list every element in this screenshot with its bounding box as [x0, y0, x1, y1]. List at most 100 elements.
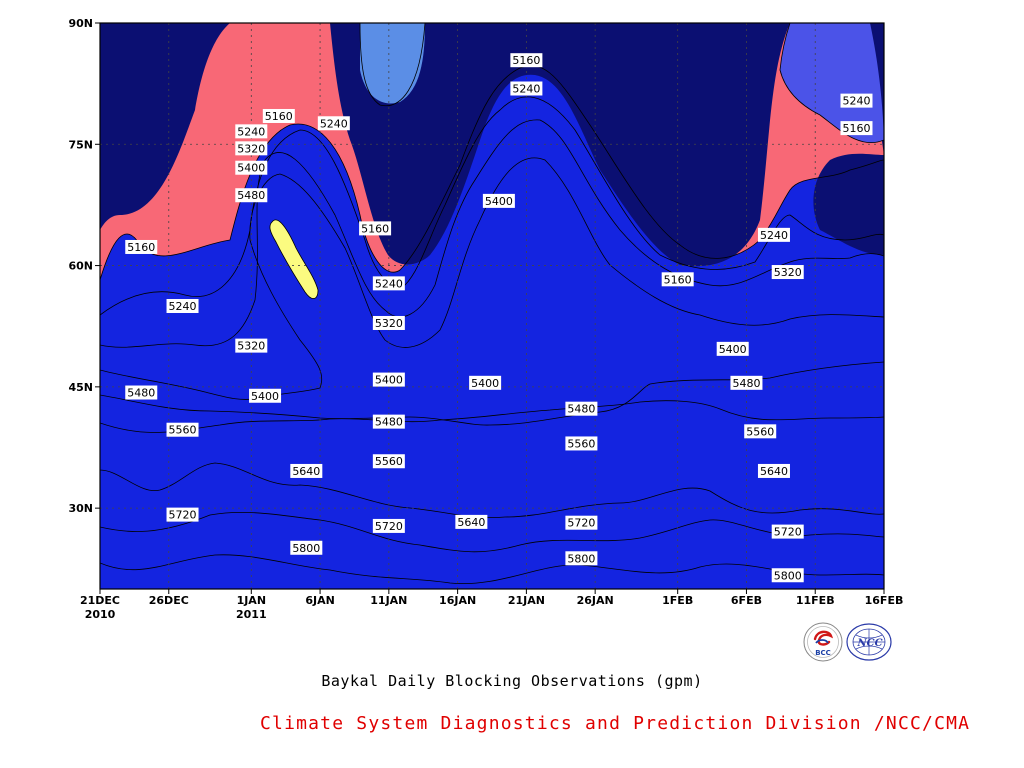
contour-label: 5240 [235, 124, 268, 139]
contour-label-text: 5320 [237, 340, 265, 353]
contour-label: 5240 [317, 116, 350, 131]
x-tick-label: 11JAN [370, 594, 407, 607]
contour-label-text: 5480 [567, 403, 595, 416]
contour-label-text: 5560 [375, 455, 403, 468]
fill-pocket-5240-right [780, 23, 884, 143]
bcc-logo: BCC [803, 622, 843, 662]
contour-label: 5320 [771, 265, 804, 280]
contour-label-box [372, 454, 405, 469]
contour-label-text: 5160 [361, 222, 389, 235]
contour-line-5720 [100, 511, 884, 553]
fill-pocket-5240-top [360, 23, 425, 104]
contour-label-box [372, 276, 405, 291]
contour-label: 5400 [469, 375, 502, 390]
contour-label: 5480 [235, 188, 268, 203]
contour-label: 5720 [771, 524, 804, 539]
contour-label-text: 5160 [842, 122, 870, 135]
contour-line-5320 [100, 119, 884, 348]
x-tick-label: 1JAN [237, 594, 266, 607]
credit-line: Climate System Diagnostics and Predictio… [260, 713, 971, 734]
y-tick-label: 60N [68, 260, 93, 273]
contour-label-box [455, 514, 488, 529]
x-tick-sublabel: 2011 [236, 608, 267, 621]
contour-label: 5320 [372, 315, 405, 330]
contour-label-text: 5800 [292, 542, 320, 555]
contour-label: 5560 [744, 424, 777, 439]
contour-label: 5400 [249, 388, 282, 403]
x-tick-label: 26JAN [577, 594, 614, 607]
contour-label-text: 5400 [719, 343, 747, 356]
contour-label: 5560 [565, 436, 598, 451]
x-tick-label: 6FEB [731, 594, 762, 607]
contour-label-box [372, 372, 405, 387]
contour-label: 5800 [565, 551, 598, 566]
contour-label-text: 5720 [774, 526, 802, 539]
contour-label-text: 5400 [471, 377, 499, 390]
contour-label: 5400 [372, 372, 405, 387]
contour-label-box [757, 463, 790, 478]
contour-label-box [125, 239, 158, 254]
contour-label-box [235, 141, 268, 156]
contour-label-text: 5160 [265, 110, 293, 123]
contour-label-text: 5480 [237, 189, 265, 202]
contour-label-text: 5240 [237, 125, 265, 138]
contour-line-5560 [100, 400, 884, 433]
contour-label-box [235, 188, 268, 203]
contour-label: 5240 [757, 227, 790, 242]
contour-label-box [166, 507, 199, 522]
contour-label: 5400 [716, 341, 749, 356]
contour-label: 5320 [235, 338, 268, 353]
contour-label-text: 5160 [512, 54, 540, 67]
contour-label: 5640 [757, 463, 790, 478]
contour-label-box [290, 463, 323, 478]
contour-label: 5720 [166, 507, 199, 522]
contour-label-text: 5320 [774, 266, 802, 279]
x-tick-label: 11FEB [796, 594, 835, 607]
svg-text:NCC: NCC [856, 638, 882, 649]
fill-core-deep-trough [100, 23, 884, 267]
x-tick-label: 1FEB [662, 594, 693, 607]
contour-label-box [510, 81, 543, 96]
contour-label: 5480 [125, 385, 158, 400]
contour-label-box [716, 341, 749, 356]
contour-label-box [565, 436, 598, 451]
axis-ticks [95, 22, 885, 594]
contour-label: 5240 [166, 299, 199, 313]
contour-label-box [565, 551, 598, 566]
contour-label: 5400 [235, 160, 268, 175]
contour-label-text: 5320 [237, 142, 265, 155]
contour-label-box [372, 414, 405, 429]
contour-label: 5800 [771, 568, 804, 583]
contour-label-text: 5240 [512, 82, 540, 95]
contour-label-box [840, 121, 873, 136]
contour-label-text: 5240 [320, 117, 348, 130]
contour-labels: 5160524053205400548055605640572058005160… [125, 53, 873, 583]
contour-label-box [482, 193, 515, 208]
contour-label-box [661, 272, 694, 287]
contour-label-box [565, 401, 598, 416]
contour-label: 5560 [372, 454, 405, 469]
plot-frame [99, 22, 885, 590]
contour-label-box [317, 116, 350, 131]
contour-fill-layer [100, 23, 884, 589]
x-tick-label: 21DEC [80, 594, 120, 607]
contour-label-box [235, 160, 268, 175]
contour-label-text: 5400 [485, 195, 513, 208]
contour-label-text: 5560 [169, 424, 197, 437]
contour-label-text: 5160 [127, 241, 155, 254]
contour-label-box [125, 385, 158, 400]
contour-label: 5640 [290, 463, 323, 478]
x-tick-label: 6JAN [305, 594, 334, 607]
chart-title: Baykal Daily Blocking Observations (gpm) [321, 672, 703, 690]
fill-band-below-5080 [100, 65, 884, 589]
contour-line-5480-streak [269, 219, 319, 299]
contour-label-box [771, 568, 804, 583]
contour-label: 5160 [262, 108, 295, 123]
contour-label: 5640 [455, 514, 488, 529]
contour-label-text: 5240 [760, 229, 788, 242]
contour-label-box [166, 422, 199, 437]
contour-label-text: 5720 [375, 520, 403, 533]
contour-label-text: 5240 [169, 300, 197, 313]
